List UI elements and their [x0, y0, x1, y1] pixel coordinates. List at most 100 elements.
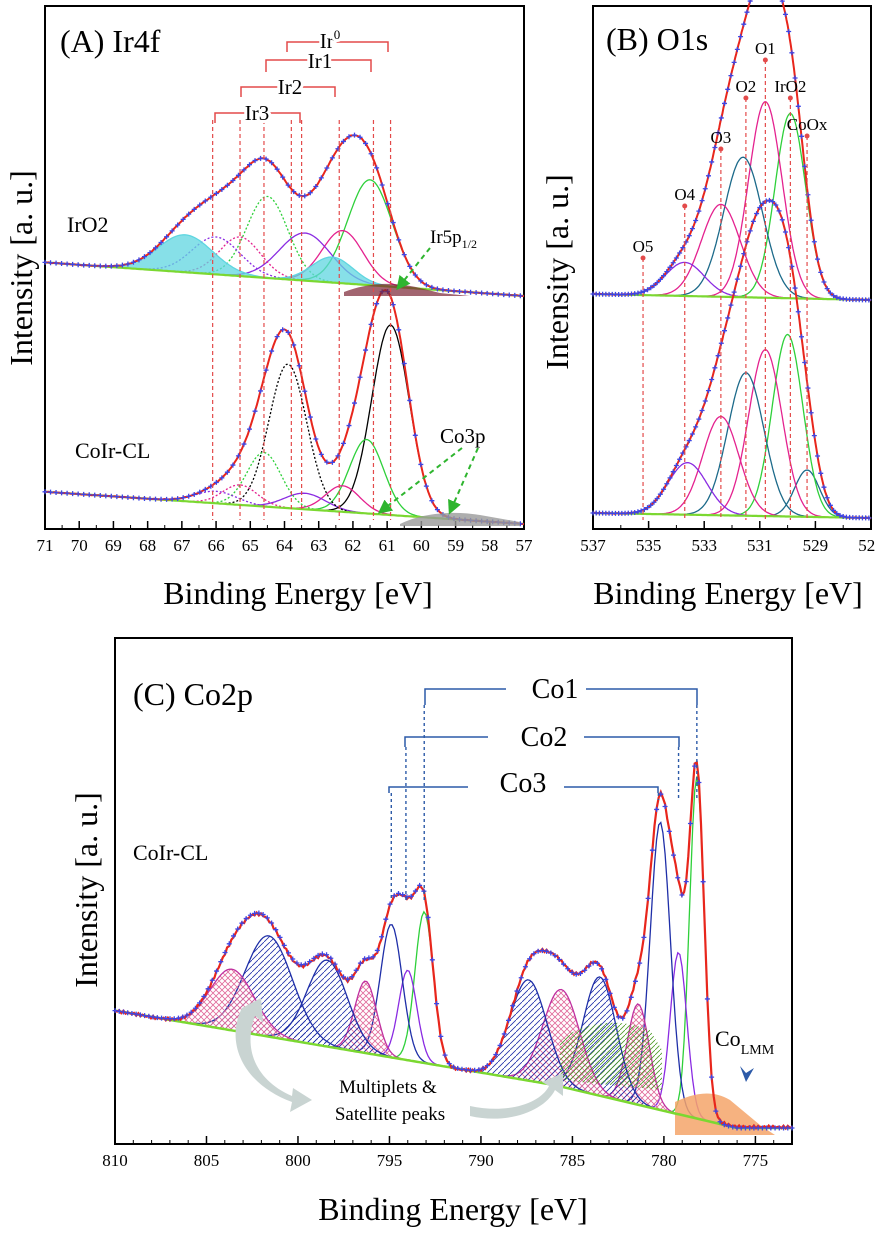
c-data-marker [675, 875, 681, 881]
a-coir-data-marker [241, 441, 247, 447]
b-lower-component-3 [593, 372, 871, 519]
c-data-marker [607, 990, 613, 996]
b-upper-data-marker [715, 130, 721, 136]
x-tick-label: 66 [208, 536, 225, 555]
c-data-marker [548, 950, 554, 956]
b-upper-data-marker [811, 239, 817, 245]
panel-c-label-co1: Co1 [532, 674, 579, 705]
a-iro2-data-marker [175, 222, 181, 228]
b-upper-data-marker [824, 286, 830, 292]
a-iro2-data-marker [479, 290, 485, 296]
c-data-marker [154, 1015, 160, 1021]
b-upper-data-marker [818, 269, 824, 275]
a-iro2-data-marker [92, 263, 98, 269]
panel-a-xlabel: Binding Energy [eV] [163, 575, 433, 611]
a-coir-data-marker [219, 475, 225, 481]
b-lower-data-marker [689, 431, 695, 437]
a-coir-data-marker [158, 496, 164, 502]
a-iro2-data-marker [340, 138, 346, 144]
a-iro2-data-marker [363, 140, 369, 146]
x-tick-label: 60 [413, 536, 430, 555]
a-iro2-data-marker [224, 182, 230, 188]
c-data-marker [709, 1074, 715, 1080]
a-iro2-data-marker [368, 151, 374, 157]
c-data-marker [302, 961, 308, 967]
c-data-marker [294, 960, 300, 966]
c-data-marker [535, 948, 541, 954]
b-upper-data-marker [635, 290, 641, 296]
a-iro2-data-marker [401, 252, 407, 258]
b-upper-data-marker [677, 250, 683, 256]
a-coir-data-marker [423, 483, 429, 489]
a-iro2-data-marker [352, 132, 358, 138]
a-iro2-data-marker [379, 182, 385, 188]
c-data-marker [738, 1125, 744, 1131]
a-iro2-data-marker [164, 234, 170, 240]
b-lower-data-marker [766, 197, 772, 203]
a-coir-data-marker [357, 374, 363, 380]
multiplets-arrows [235, 998, 563, 1119]
b-lower-data-marker [744, 239, 750, 245]
b-upper-data-marker [779, 0, 785, 4]
b-lower-data-marker [670, 469, 676, 475]
c-data-marker [620, 1015, 626, 1021]
c-data-marker [683, 879, 689, 885]
a-coir-data-marker [374, 301, 380, 307]
x-tick-label: 529 [803, 536, 829, 555]
a-coir-data-marker [296, 363, 302, 369]
x-tick-label: 533 [691, 536, 717, 555]
c-data-marker [391, 893, 397, 899]
b-upper-data-marker [696, 208, 702, 214]
a-iro2-data-marker [169, 228, 175, 234]
c-data-marker [687, 821, 693, 827]
a-coir-data-marker [263, 367, 269, 373]
c-data-marker [159, 1015, 165, 1021]
a-iro2-data-marker [108, 263, 114, 269]
b-upper-data-marker [821, 279, 827, 285]
c-data-marker [349, 974, 355, 980]
b-peak-label: O3 [710, 128, 731, 147]
c-data-marker [730, 1124, 736, 1130]
b-lower-data-marker [693, 424, 699, 430]
a-iro2-data-marker [390, 220, 396, 226]
c-data-marker [704, 996, 710, 1002]
c-data-marker [641, 934, 647, 940]
a-coir-data-marker [86, 492, 92, 498]
c-data-marker [218, 959, 224, 965]
c-data-marker [467, 1067, 473, 1073]
a-coir-data-marker [141, 495, 147, 501]
c-data-marker [379, 934, 385, 940]
panel-a-label-ir3: Ir3 [245, 101, 270, 125]
b-peak-label: CoOx [787, 115, 828, 134]
panel-a-label-ir0: Ir0 [320, 27, 341, 53]
b-upper-data-marker [673, 255, 679, 261]
a-coir-data-marker [191, 491, 197, 497]
a-iro2-data-marker [42, 259, 48, 265]
a-iro2-data-marker [302, 193, 308, 199]
c-data-marker [556, 956, 562, 962]
b-lower-component-1 [593, 333, 871, 519]
a-iro2-data-marker [263, 156, 269, 162]
b-upper-data-marker [866, 297, 872, 303]
c-data-marker [239, 920, 245, 926]
a-coir-data-marker [291, 342, 297, 348]
a-iro2-data-marker [269, 160, 275, 166]
panel-b-peak-labels: O5 O4 O3 O2 O1 IrO2 CoOx [633, 39, 828, 520]
a-coir-data-marker [418, 461, 424, 467]
a-iro2-data-marker [374, 165, 380, 171]
b-lower-data-marker [754, 211, 760, 217]
c-data-marker [146, 1013, 152, 1019]
c-data-marker [328, 955, 334, 961]
panel-c-ylabel: Intensity [a. u.] [68, 792, 104, 988]
a-iro2-data-marker [457, 288, 463, 294]
c-data-marker [649, 847, 655, 853]
b-lower-data-marker [818, 470, 824, 476]
b-peak-label: IrO2 [774, 77, 806, 96]
b-upper-data-marker [699, 198, 705, 204]
b-upper-data-marker [831, 293, 837, 299]
b-lower-data-marker [654, 496, 660, 502]
a-iro2-data-marker [517, 293, 523, 299]
a-iro2-data-marker [291, 189, 297, 195]
c-data-marker [671, 852, 677, 858]
a-iro2-data-marker [119, 262, 125, 268]
